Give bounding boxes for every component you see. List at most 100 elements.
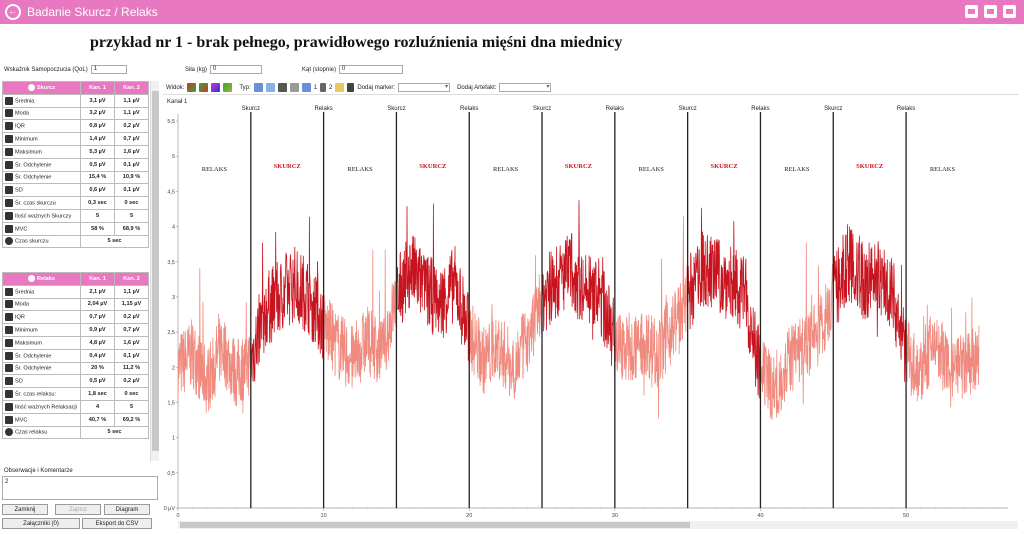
phase-marker-label: Skurcz bbox=[387, 106, 405, 112]
stat-kan1-value: 3,1 µV bbox=[80, 93, 115, 108]
time-label-cell: Czas relaksu bbox=[2, 425, 81, 440]
channel-1-toggle[interactable]: 1 bbox=[313, 84, 318, 91]
x-tick-label: 0 bbox=[176, 513, 179, 519]
print-preview-icon[interactable] bbox=[965, 5, 978, 18]
stat-label: Śr. Odchylenie bbox=[15, 353, 52, 360]
stat-label: Ilość ważnych Skurczy bbox=[15, 213, 72, 220]
stat-kan1-value: 5 bbox=[80, 208, 115, 223]
channel-switch-icon[interactable] bbox=[320, 83, 327, 92]
stat-label-cell: Średnia bbox=[2, 93, 81, 108]
add-artifact-dropdown[interactable] bbox=[499, 83, 552, 92]
type-icon-1[interactable] bbox=[253, 83, 263, 92]
phase-marker-label: Relaks bbox=[606, 106, 624, 112]
x-tick-label: 40 bbox=[757, 513, 763, 519]
range-icon[interactable] bbox=[277, 83, 287, 92]
diagram-button[interactable]: Diagram bbox=[104, 504, 150, 515]
stat-label: SD bbox=[15, 378, 23, 385]
mode-icon bbox=[5, 300, 13, 309]
stat-kan2-value: 1,1 µV bbox=[114, 93, 149, 108]
stats-scrollbar[interactable] bbox=[150, 81, 159, 461]
phase-label-skurcz: SKURCZ bbox=[856, 163, 883, 170]
observations-label: Obserwacje i Komentarze bbox=[4, 468, 73, 474]
phase-marker-label: Skurcz bbox=[242, 106, 260, 112]
save-icon[interactable] bbox=[1003, 5, 1016, 18]
collapse-icon[interactable] bbox=[27, 275, 35, 283]
stat-kan2-value: 0,1 µV bbox=[114, 157, 149, 172]
type-icon-2[interactable] bbox=[265, 83, 275, 92]
stat-kan2-value: 0,7 µV bbox=[114, 323, 149, 337]
maximum-icon bbox=[5, 147, 13, 156]
stat-kan1-value: 0,9 µV bbox=[80, 323, 115, 337]
y-tick-label: 1 bbox=[172, 436, 175, 442]
stat-label: Śr. czas relaksu: bbox=[15, 391, 57, 398]
stat-kan1-value: 20 % bbox=[80, 361, 115, 376]
mean-icon bbox=[5, 96, 13, 105]
save-button[interactable]: Zapisz bbox=[55, 504, 101, 515]
angle-label: Kąt (stopnie) bbox=[302, 66, 337, 73]
stat-label-cell: MVC bbox=[2, 412, 81, 427]
y-tick-label: 0 µV bbox=[164, 506, 176, 512]
collapse-icon[interactable] bbox=[27, 84, 35, 92]
view-icon-4[interactable] bbox=[223, 83, 233, 92]
stat-label-cell: Moda bbox=[2, 106, 81, 121]
relaks-header[interactable]: Relaks bbox=[2, 272, 81, 286]
relaks-header-kan2: Kan. 2 bbox=[114, 272, 149, 286]
stat-label-cell: Śr. czas relaksu: bbox=[2, 387, 81, 401]
observations-input[interactable]: 2 bbox=[2, 476, 158, 500]
x-tick-label: 30 bbox=[612, 513, 618, 519]
y-tick-label: 0,5 bbox=[167, 471, 175, 477]
stat-label-cell: SD bbox=[2, 183, 81, 198]
phase-label-relaks: RELAKS bbox=[930, 166, 956, 173]
print-icon[interactable] bbox=[984, 5, 997, 18]
angle-input[interactable]: 0 bbox=[339, 65, 404, 74]
stat-kan1-value: 2,1 µV bbox=[80, 284, 115, 299]
stat-kan2-value: 0,7 µV bbox=[114, 132, 149, 146]
phase-marker-label: Skurcz bbox=[533, 106, 551, 112]
phase-label-skurcz: SKURCZ bbox=[274, 163, 301, 170]
zoom-icon[interactable] bbox=[289, 83, 299, 92]
stat-label: MVC bbox=[15, 417, 28, 424]
view-icon-3[interactable] bbox=[211, 83, 221, 92]
clock-icon bbox=[5, 428, 13, 437]
stat-label-cell: Śr. czas skurczu bbox=[2, 196, 81, 210]
stat-label: Średnia bbox=[15, 98, 35, 105]
view-label: Widok: bbox=[166, 84, 185, 91]
stats-row: Moda 2,04 µV 1,15 µV bbox=[2, 297, 149, 312]
add-marker-dropdown[interactable] bbox=[398, 83, 451, 92]
export-csv-button[interactable]: Eksport do CSV bbox=[82, 518, 152, 529]
stat-kan1-value: 4 bbox=[80, 399, 115, 414]
stat-label-cell: Ilość ważnych Relaksacji bbox=[2, 399, 81, 414]
marker-tool-icon[interactable] bbox=[347, 83, 355, 92]
channel-icon[interactable] bbox=[301, 83, 311, 92]
stats-row: IQR 0,8 µV 0,2 µV bbox=[2, 119, 149, 134]
chart-toolbar: Widok: Typ: 1 2 Dodaj marker: Dodaj Arte… bbox=[163, 81, 1019, 95]
attachments-button[interactable]: Załączniki (0) bbox=[2, 518, 80, 529]
close-button[interactable]: Zamknij bbox=[2, 504, 48, 515]
fields-row: Wskaźnik Samopoczucia (QoL) 1 Siła (kg) … bbox=[0, 65, 1024, 77]
phase-marker-label: Relaks bbox=[897, 106, 915, 112]
stat-label: SD bbox=[15, 187, 23, 194]
stat-label-cell: Średnia bbox=[2, 284, 81, 299]
stat-label: Maksimum bbox=[15, 340, 43, 347]
stat-label: Minimum bbox=[15, 136, 38, 143]
chart-scrollbar[interactable] bbox=[178, 521, 1018, 529]
stat-label: Średnia bbox=[15, 289, 35, 296]
force-input[interactable]: 0 bbox=[210, 65, 263, 74]
back-arrow-icon[interactable]: ← bbox=[5, 4, 21, 20]
stats-panel: Skurcz Kan. 1 Kan. 2 Średnia 3,1 µV 1,1 µV… bbox=[0, 79, 160, 479]
qol-input[interactable]: 1 bbox=[90, 65, 127, 74]
stat-label: Moda bbox=[15, 301, 29, 308]
stat-label-cell: SD bbox=[2, 374, 81, 389]
stat-kan2-value: 0,2 µV bbox=[114, 310, 149, 325]
stat-label-cell: Śr. Odchylenie bbox=[2, 348, 81, 363]
skurcz-header-kan2: Kan. 2 bbox=[114, 81, 149, 95]
skurcz-header[interactable]: Skurcz bbox=[2, 81, 81, 95]
channel-2-toggle[interactable]: 2 bbox=[329, 84, 333, 91]
note-icon[interactable] bbox=[335, 83, 345, 92]
skurcz-stats-table: Skurcz Kan. 1 Kan. 2 Średnia 3,1 µV 1,1 µV… bbox=[2, 81, 149, 249]
phase-marker-label: Relaks bbox=[751, 106, 769, 112]
view-icon-1[interactable] bbox=[187, 83, 197, 92]
view-icon-2[interactable] bbox=[199, 83, 209, 92]
emg-trace-skurcz bbox=[687, 207, 761, 399]
stat-label-cell: Śr. Odchylenie bbox=[2, 170, 81, 185]
